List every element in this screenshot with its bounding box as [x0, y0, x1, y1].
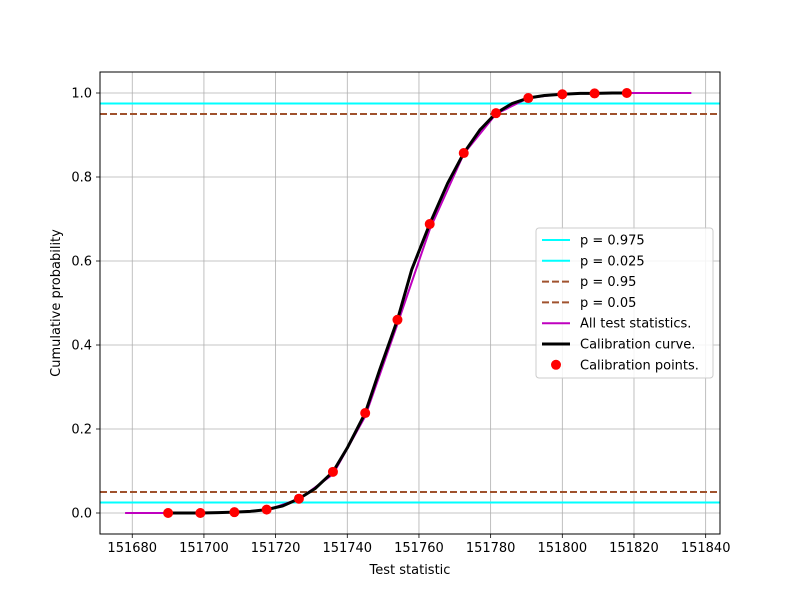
legend-label: p = 0.95 — [580, 275, 636, 290]
legend-box — [535, 227, 714, 379]
calibration-point — [327, 466, 338, 477]
x-tick-label: 151820 — [609, 541, 659, 556]
x-tick-label: 151700 — [179, 541, 229, 556]
x-axis-label: Test statistic — [369, 563, 451, 578]
x-tick-label: 151760 — [394, 541, 444, 556]
calibration-markers — [163, 88, 632, 518]
x-tick-label: 151740 — [322, 541, 372, 556]
calibration-point — [360, 408, 371, 419]
legend-label: Calibration curve. — [580, 338, 695, 353]
legend-label: p = 0.025 — [580, 254, 645, 269]
legend-label: All test statistics. — [580, 317, 691, 332]
y-tick-label: 0.4 — [71, 339, 92, 354]
calibration-point — [392, 314, 403, 325]
calibration-point — [261, 504, 272, 515]
calibration-point — [293, 493, 304, 504]
legend-label: p = 0.05 — [580, 296, 636, 311]
reference-lines — [100, 102, 720, 504]
calibration-point — [491, 108, 502, 119]
y-tick-label: 1.0 — [71, 87, 92, 102]
y-tick-label: 0.6 — [71, 255, 92, 270]
legend-label: p = 0.975 — [580, 234, 645, 249]
x-tick-label: 151780 — [466, 541, 516, 556]
legend-label: Calibration points. — [580, 358, 699, 373]
calibration-point — [621, 88, 632, 98]
y-tick-label: 0.2 — [71, 423, 92, 438]
calibration-point — [458, 148, 469, 159]
y-tick-label: 0.0 — [71, 507, 92, 522]
axis-ticks: 151680 151700 151720 151740 151760 151780 1518… — [71, 87, 730, 557]
calibration-point — [163, 508, 174, 518]
calibration-point — [589, 88, 600, 99]
x-tick-label: 151840 — [681, 541, 731, 556]
calibration-point — [195, 508, 206, 518]
calibration-point — [523, 93, 534, 104]
y-tick-label: 0.8 — [71, 171, 92, 186]
calibration-point — [557, 89, 568, 100]
x-tick-label: 151680 — [107, 541, 157, 556]
legend: p = 0.975 p = 0.025 p = 0.95 p = 0.05 All te… — [535, 227, 714, 379]
y-axis-label: Cumulative probability — [49, 229, 64, 377]
x-tick-label: 151720 — [251, 541, 301, 556]
calibration-point — [229, 507, 240, 518]
grid — [100, 72, 720, 534]
calibration-point — [424, 219, 435, 230]
legend-marker — [551, 359, 561, 370]
plot-frame — [99, 71, 721, 535]
x-tick-label: 151800 — [537, 541, 587, 556]
